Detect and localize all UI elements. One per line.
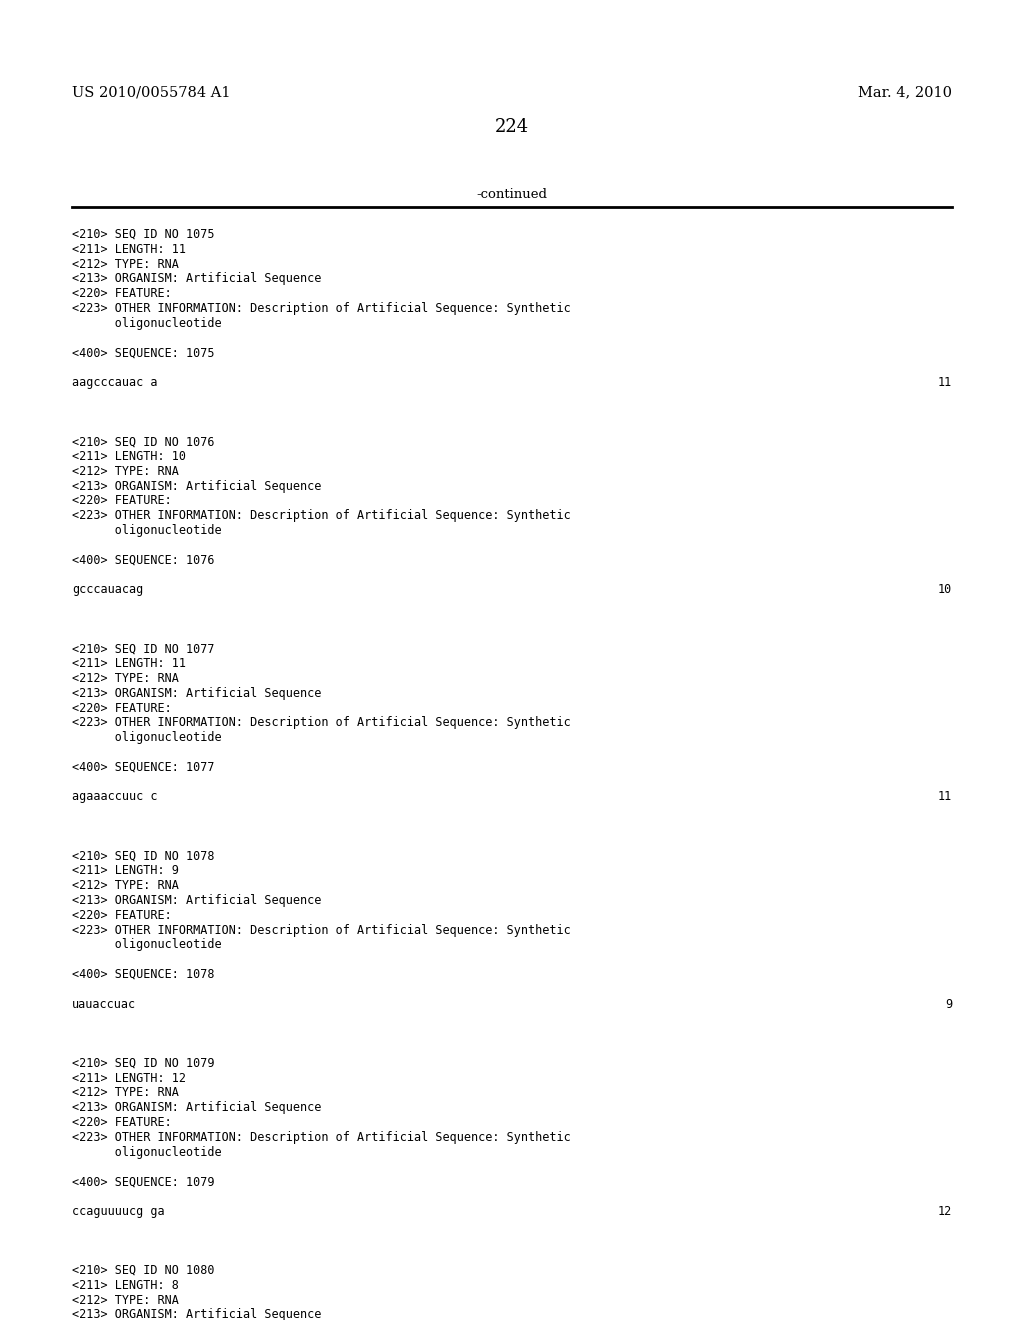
Text: oligonucleotide: oligonucleotide (72, 731, 221, 744)
Text: ccaguuuucg ga: ccaguuuucg ga (72, 1205, 165, 1218)
Text: oligonucleotide: oligonucleotide (72, 524, 221, 537)
Text: <212> TYPE: RNA: <212> TYPE: RNA (72, 672, 179, 685)
Text: <210> SEQ ID NO 1077: <210> SEQ ID NO 1077 (72, 643, 214, 656)
Text: <400> SEQUENCE: 1079: <400> SEQUENCE: 1079 (72, 1175, 214, 1188)
Text: <220> FEATURE:: <220> FEATURE: (72, 288, 172, 300)
Text: <213> ORGANISM: Artificial Sequence: <213> ORGANISM: Artificial Sequence (72, 1101, 322, 1114)
Text: <213> ORGANISM: Artificial Sequence: <213> ORGANISM: Artificial Sequence (72, 479, 322, 492)
Text: <211> LENGTH: 10: <211> LENGTH: 10 (72, 450, 186, 463)
Text: <213> ORGANISM: Artificial Sequence: <213> ORGANISM: Artificial Sequence (72, 272, 322, 285)
Text: <211> LENGTH: 11: <211> LENGTH: 11 (72, 657, 186, 671)
Text: <223> OTHER INFORMATION: Description of Artificial Sequence: Synthetic: <223> OTHER INFORMATION: Description of … (72, 302, 570, 315)
Text: <211> LENGTH: 9: <211> LENGTH: 9 (72, 865, 179, 878)
Text: <223> OTHER INFORMATION: Description of Artificial Sequence: Synthetic: <223> OTHER INFORMATION: Description of … (72, 1131, 570, 1144)
Text: 10: 10 (938, 583, 952, 597)
Text: <400> SEQUENCE: 1076: <400> SEQUENCE: 1076 (72, 553, 214, 566)
Text: US 2010/0055784 A1: US 2010/0055784 A1 (72, 84, 230, 99)
Text: <210> SEQ ID NO 1079: <210> SEQ ID NO 1079 (72, 1057, 214, 1069)
Text: <212> TYPE: RNA: <212> TYPE: RNA (72, 257, 179, 271)
Text: <212> TYPE: RNA: <212> TYPE: RNA (72, 879, 179, 892)
Text: <220> FEATURE:: <220> FEATURE: (72, 495, 172, 507)
Text: 11: 11 (938, 376, 952, 389)
Text: <213> ORGANISM: Artificial Sequence: <213> ORGANISM: Artificial Sequence (72, 1308, 322, 1320)
Text: <220> FEATURE:: <220> FEATURE: (72, 1115, 172, 1129)
Text: <211> LENGTH: 12: <211> LENGTH: 12 (72, 1072, 186, 1085)
Text: <400> SEQUENCE: 1078: <400> SEQUENCE: 1078 (72, 968, 214, 981)
Text: uauaccuac: uauaccuac (72, 998, 136, 1011)
Text: oligonucleotide: oligonucleotide (72, 1146, 221, 1159)
Text: <223> OTHER INFORMATION: Description of Artificial Sequence: Synthetic: <223> OTHER INFORMATION: Description of … (72, 510, 570, 523)
Text: 12: 12 (938, 1205, 952, 1218)
Text: oligonucleotide: oligonucleotide (72, 317, 221, 330)
Text: <210> SEQ ID NO 1075: <210> SEQ ID NO 1075 (72, 228, 214, 242)
Text: <210> SEQ ID NO 1080: <210> SEQ ID NO 1080 (72, 1265, 214, 1276)
Text: -continued: -continued (476, 187, 548, 201)
Text: Mar. 4, 2010: Mar. 4, 2010 (858, 84, 952, 99)
Text: 11: 11 (938, 791, 952, 804)
Text: 224: 224 (495, 117, 529, 136)
Text: gcccauacag: gcccauacag (72, 583, 143, 597)
Text: <211> LENGTH: 11: <211> LENGTH: 11 (72, 243, 186, 256)
Text: aagcccauac a: aagcccauac a (72, 376, 158, 389)
Text: 9: 9 (945, 998, 952, 1011)
Text: <210> SEQ ID NO 1078: <210> SEQ ID NO 1078 (72, 850, 214, 862)
Text: agaaaccuuc c: agaaaccuuc c (72, 791, 158, 804)
Text: <223> OTHER INFORMATION: Description of Artificial Sequence: Synthetic: <223> OTHER INFORMATION: Description of … (72, 717, 570, 730)
Text: <223> OTHER INFORMATION: Description of Artificial Sequence: Synthetic: <223> OTHER INFORMATION: Description of … (72, 924, 570, 937)
Text: <400> SEQUENCE: 1075: <400> SEQUENCE: 1075 (72, 346, 214, 359)
Text: <220> FEATURE:: <220> FEATURE: (72, 702, 172, 714)
Text: <211> LENGTH: 8: <211> LENGTH: 8 (72, 1279, 179, 1292)
Text: <220> FEATURE:: <220> FEATURE: (72, 908, 172, 921)
Text: <212> TYPE: RNA: <212> TYPE: RNA (72, 1294, 179, 1307)
Text: <212> TYPE: RNA: <212> TYPE: RNA (72, 465, 179, 478)
Text: <213> ORGANISM: Artificial Sequence: <213> ORGANISM: Artificial Sequence (72, 686, 322, 700)
Text: <212> TYPE: RNA: <212> TYPE: RNA (72, 1086, 179, 1100)
Text: oligonucleotide: oligonucleotide (72, 939, 221, 952)
Text: <400> SEQUENCE: 1077: <400> SEQUENCE: 1077 (72, 760, 214, 774)
Text: <213> ORGANISM: Artificial Sequence: <213> ORGANISM: Artificial Sequence (72, 894, 322, 907)
Text: <210> SEQ ID NO 1076: <210> SEQ ID NO 1076 (72, 436, 214, 449)
